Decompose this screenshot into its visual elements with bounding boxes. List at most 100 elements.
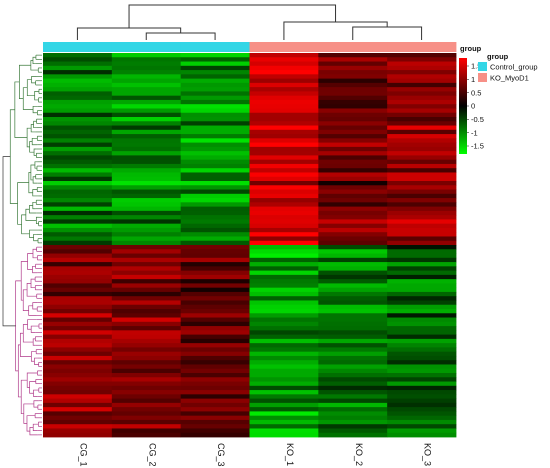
- heatmap-cell: [387, 330, 457, 335]
- heatmap-cell: [249, 99, 319, 105]
- heatmap-cell: [43, 390, 113, 395]
- heatmap-cell: [387, 61, 457, 67]
- heatmap-cell: [180, 117, 250, 122]
- heatmap-cell: [318, 206, 388, 212]
- heatmap-cell: [111, 236, 182, 242]
- heatmap-cell: [249, 394, 319, 399]
- heatmap-cell: [318, 373, 388, 378]
- heatmap-cell: [43, 279, 113, 284]
- heatmap-cell: [180, 326, 250, 331]
- color-scale-tick-label: 0.5: [471, 88, 481, 97]
- heatmap-cell: [111, 129, 182, 135]
- heatmap-cell: [387, 373, 457, 378]
- heatmap-cell: [387, 65, 457, 71]
- heatmap-cell: [387, 338, 457, 344]
- heatmap-cell: [249, 343, 319, 348]
- heatmap-cell: [111, 53, 182, 58]
- heatmap-cell: [180, 330, 250, 335]
- heatmap-cell: [111, 117, 182, 122]
- heatmap-cell: [111, 176, 182, 182]
- heatmap-cell: [318, 338, 388, 344]
- heatmap-cell: [387, 266, 457, 271]
- heatmap-cell: [249, 176, 319, 182]
- heatmap-cell: [387, 419, 457, 425]
- heatmap-cell: [249, 309, 319, 314]
- heatmap-cell: [111, 300, 182, 306]
- heatmap-cell: [387, 210, 457, 216]
- heatmap-cell: [249, 181, 319, 186]
- heatmap-cell: [43, 151, 113, 156]
- heatmap-cell: [43, 129, 113, 135]
- heatmap-cell: [318, 245, 388, 250]
- heatmap-cell: [180, 253, 250, 259]
- heatmap-cell: [111, 321, 182, 327]
- dendrogram-branch: [32, 423, 39, 431]
- heatmap-cell: [43, 121, 113, 126]
- heatmap-cell: [180, 159, 250, 165]
- heatmap-cell: [249, 364, 319, 370]
- heatmap-cell: [387, 129, 457, 135]
- heatmap-cell: [43, 398, 113, 404]
- heatmap-cell: [43, 70, 113, 75]
- heatmap-cell: [111, 415, 182, 421]
- dendrogram-branch: [33, 389, 39, 397]
- heatmap-cell: [249, 129, 319, 135]
- heatmap-cell: [180, 202, 250, 207]
- heatmap-cell: [318, 394, 388, 399]
- heatmap-cell: [111, 381, 182, 387]
- heatmap-cell: [387, 146, 457, 152]
- heatmap-cell: [180, 381, 250, 387]
- heatmap-cell: [387, 91, 457, 97]
- heatmap-cell: [180, 368, 250, 374]
- heatmap-cell: [43, 253, 113, 259]
- heatmap-cell: [249, 287, 319, 293]
- heatmap-cell: [43, 415, 113, 421]
- heatmap-cell: [43, 432, 113, 438]
- heatmap-cell: [387, 121, 457, 126]
- heatmap-cell: [111, 104, 182, 109]
- heatmap-cell: [111, 65, 182, 71]
- group-bar-segment: [43, 42, 113, 52]
- heatmap-cell: [318, 287, 388, 293]
- heatmap-cell: [43, 313, 113, 318]
- heatmap-cell: [43, 424, 113, 429]
- heatmap-cell: [43, 181, 113, 186]
- heatmap-cell: [111, 210, 182, 216]
- heatmap-cell: [43, 326, 113, 331]
- heatmap-cell: [318, 360, 388, 365]
- heatmap-cell: [180, 61, 250, 67]
- heatmap-cells: [43, 53, 457, 438]
- heatmap-cell: [43, 74, 113, 79]
- heatmap-cell: [249, 82, 319, 88]
- heatmap-cell: [249, 155, 319, 161]
- heatmap-cell: [387, 95, 457, 101]
- heatmap-cell: [180, 129, 250, 135]
- dendrogram-branch: [76, 27, 182, 40]
- heatmap-cell: [43, 394, 113, 399]
- heatmap-cell: [180, 262, 250, 267]
- heatmap-cell: [43, 283, 113, 289]
- heatmap-cell: [43, 163, 113, 169]
- heatmap-cell: [318, 419, 388, 425]
- heatmap-cell: [249, 415, 319, 421]
- heatmap-cell: [318, 291, 388, 297]
- heatmap-cell: [111, 334, 182, 340]
- heatmap-cell: [180, 134, 250, 139]
- dendrogram-branch: [32, 201, 37, 210]
- heatmap-cell: [43, 334, 113, 340]
- heatmap-cell: [180, 287, 250, 293]
- heatmap-cell: [318, 168, 388, 173]
- heatmap-cell: [111, 402, 182, 408]
- heatmap-cell: [249, 385, 319, 391]
- heatmap-cell: [43, 364, 113, 370]
- heatmap-cell: [180, 99, 250, 105]
- heatmap-cell: [111, 70, 182, 75]
- heatmap-cell: [387, 206, 457, 212]
- heatmap-cell: [180, 360, 250, 365]
- heatmap-cell: [318, 82, 388, 88]
- heatmap-cell: [387, 411, 457, 417]
- heatmap-cell: [318, 240, 388, 246]
- heatmap-cell: [249, 411, 319, 417]
- heatmap-cell: [43, 65, 113, 71]
- heatmap-cell: [318, 193, 388, 199]
